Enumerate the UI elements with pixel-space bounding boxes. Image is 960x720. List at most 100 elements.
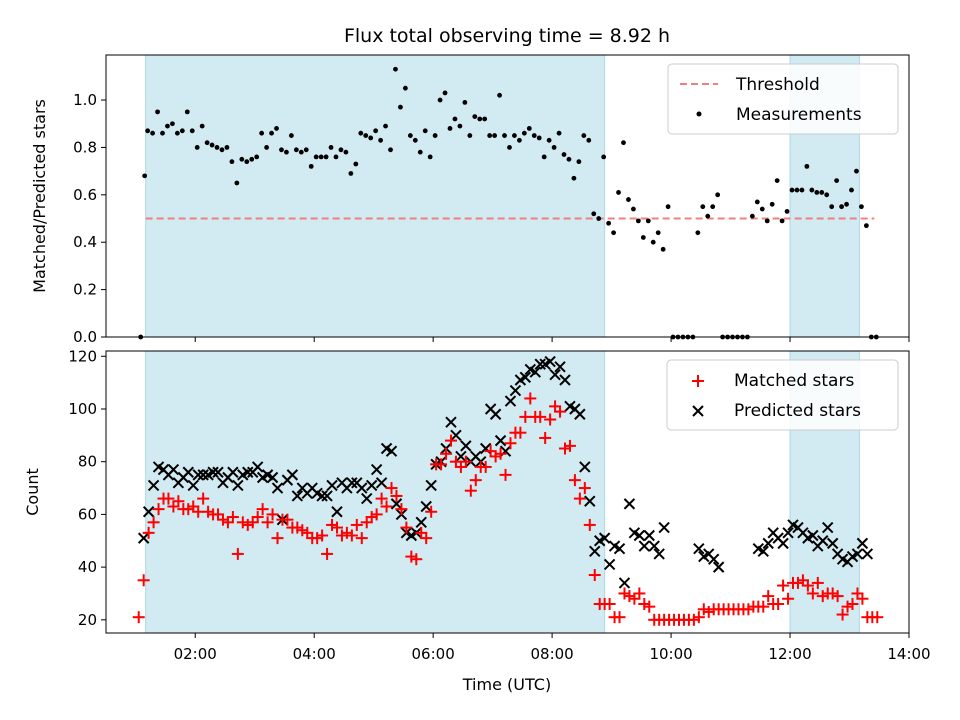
measurement-point — [794, 187, 800, 193]
predicted-star-point — [589, 545, 601, 558]
measurement-point — [293, 147, 299, 153]
measurement-point — [546, 137, 552, 143]
matched-star-point — [856, 592, 869, 605]
measurement-points — [138, 66, 879, 340]
predicted-star-point — [861, 548, 874, 560]
matched-star-point — [692, 611, 705, 624]
predicted-star-point — [509, 384, 522, 397]
measurement-point — [769, 201, 775, 207]
top-panel: 0.0 0.2 0.4 0.6 0.8 1.0 Matched/Predicted sta… — [30, 54, 910, 346]
measurement-point — [571, 175, 577, 181]
predicted-star-point — [822, 521, 834, 534]
matched-star-point — [231, 547, 244, 560]
measurement-point — [155, 109, 160, 115]
predicted-star-point — [370, 463, 383, 476]
matched-star-point — [846, 598, 859, 611]
matched-star-point — [162, 492, 175, 505]
y-tick-label: 100 — [68, 400, 97, 418]
measurement-point — [284, 149, 289, 155]
measurement-point — [214, 145, 220, 150]
predicted-star-point — [549, 369, 561, 381]
bottom-x-ticks: 02:00 04:00 06:00 08:00 10:00 12:00 14:00 — [174, 633, 931, 663]
matched-star-point — [554, 405, 567, 418]
measurement-point — [407, 133, 413, 138]
predicted-star-point — [489, 408, 502, 420]
measurement-point — [576, 159, 582, 165]
measurement-point — [606, 220, 612, 226]
measurement-point — [774, 178, 780, 183]
predicted-star-point — [291, 490, 304, 502]
matched-star-point — [534, 410, 547, 423]
bottom-axes-frame — [105, 350, 910, 634]
measurement-point — [863, 223, 869, 229]
measurement-point — [412, 137, 418, 143]
predicted-star-point — [390, 498, 403, 510]
x-tick-label: 04:00 — [293, 645, 336, 663]
predicted-star-point — [856, 537, 869, 550]
predicted-star-point — [147, 479, 160, 492]
top-shaded-regions — [145, 54, 860, 338]
top-legend-box — [667, 63, 899, 135]
measurement-point — [521, 130, 527, 136]
measurement-point — [269, 130, 274, 136]
measurement-point — [665, 204, 671, 210]
measurement-point — [239, 156, 245, 162]
matched-star-point — [380, 500, 393, 513]
matched-legend-label: Matched stars — [734, 371, 854, 391]
predicted-star-point — [584, 495, 596, 507]
measurement-point — [541, 154, 547, 160]
matched-star-point — [271, 532, 284, 545]
x-axis-label: Time (UTC) — [462, 675, 551, 694]
matched-star-point — [385, 482, 398, 495]
measurement-point — [655, 230, 661, 236]
measurement-point — [849, 187, 854, 193]
chart-title: Flux total observing time = 8.92 h — [344, 25, 670, 47]
measurement-point — [660, 246, 666, 252]
measurement-point — [789, 187, 795, 193]
matched-star-point — [147, 516, 160, 529]
predicted-stars-points — [137, 355, 874, 589]
y-tick-label: 20 — [78, 611, 97, 629]
predicted-star-point — [643, 529, 655, 542]
predicted-star-point — [554, 361, 566, 373]
measurement-point — [452, 116, 458, 122]
measurement-point — [502, 133, 507, 138]
measurement-point — [462, 99, 468, 105]
measurement-point — [298, 149, 304, 155]
matched-star-point — [588, 569, 601, 582]
matched-star-point — [782, 592, 795, 605]
measurement-point — [333, 154, 339, 160]
measurement-point — [249, 156, 255, 162]
measurement-point — [784, 209, 790, 214]
matched-star-point — [152, 503, 165, 516]
matched-star-point — [459, 455, 472, 468]
measurement-point — [145, 128, 151, 134]
measurement-point — [779, 218, 785, 224]
predicted-legend-label: Predicted stars — [734, 401, 861, 421]
predicted-star-point — [242, 466, 254, 478]
y-tick-label: 0.0 — [73, 328, 97, 346]
measurement-point — [308, 163, 314, 169]
matched-star-point — [390, 489, 403, 502]
measurement-point — [447, 126, 453, 131]
matched-star-point — [514, 426, 527, 439]
measurement-point — [219, 147, 225, 153]
measurement-point — [611, 230, 616, 236]
predicted-star-point — [192, 469, 204, 481]
measurement-point — [859, 204, 864, 210]
predicted-star-point — [613, 542, 626, 555]
predicted-star-point — [286, 469, 299, 481]
measurement-point — [492, 133, 498, 138]
matched-star-point — [806, 587, 819, 600]
shaded-interval — [145, 350, 606, 634]
matched-star-point — [226, 511, 239, 524]
predicted-star-point — [460, 440, 472, 452]
matched-star-point — [266, 508, 279, 521]
bottom-y-ticks: 20 40 60 80 100 120 — [68, 347, 106, 629]
measurement-point — [616, 190, 621, 195]
matched-star-point — [578, 482, 591, 495]
measurement-point — [264, 145, 269, 150]
measurement-point — [566, 156, 572, 162]
matched-star-point — [633, 587, 646, 600]
measurement-point — [432, 133, 438, 138]
